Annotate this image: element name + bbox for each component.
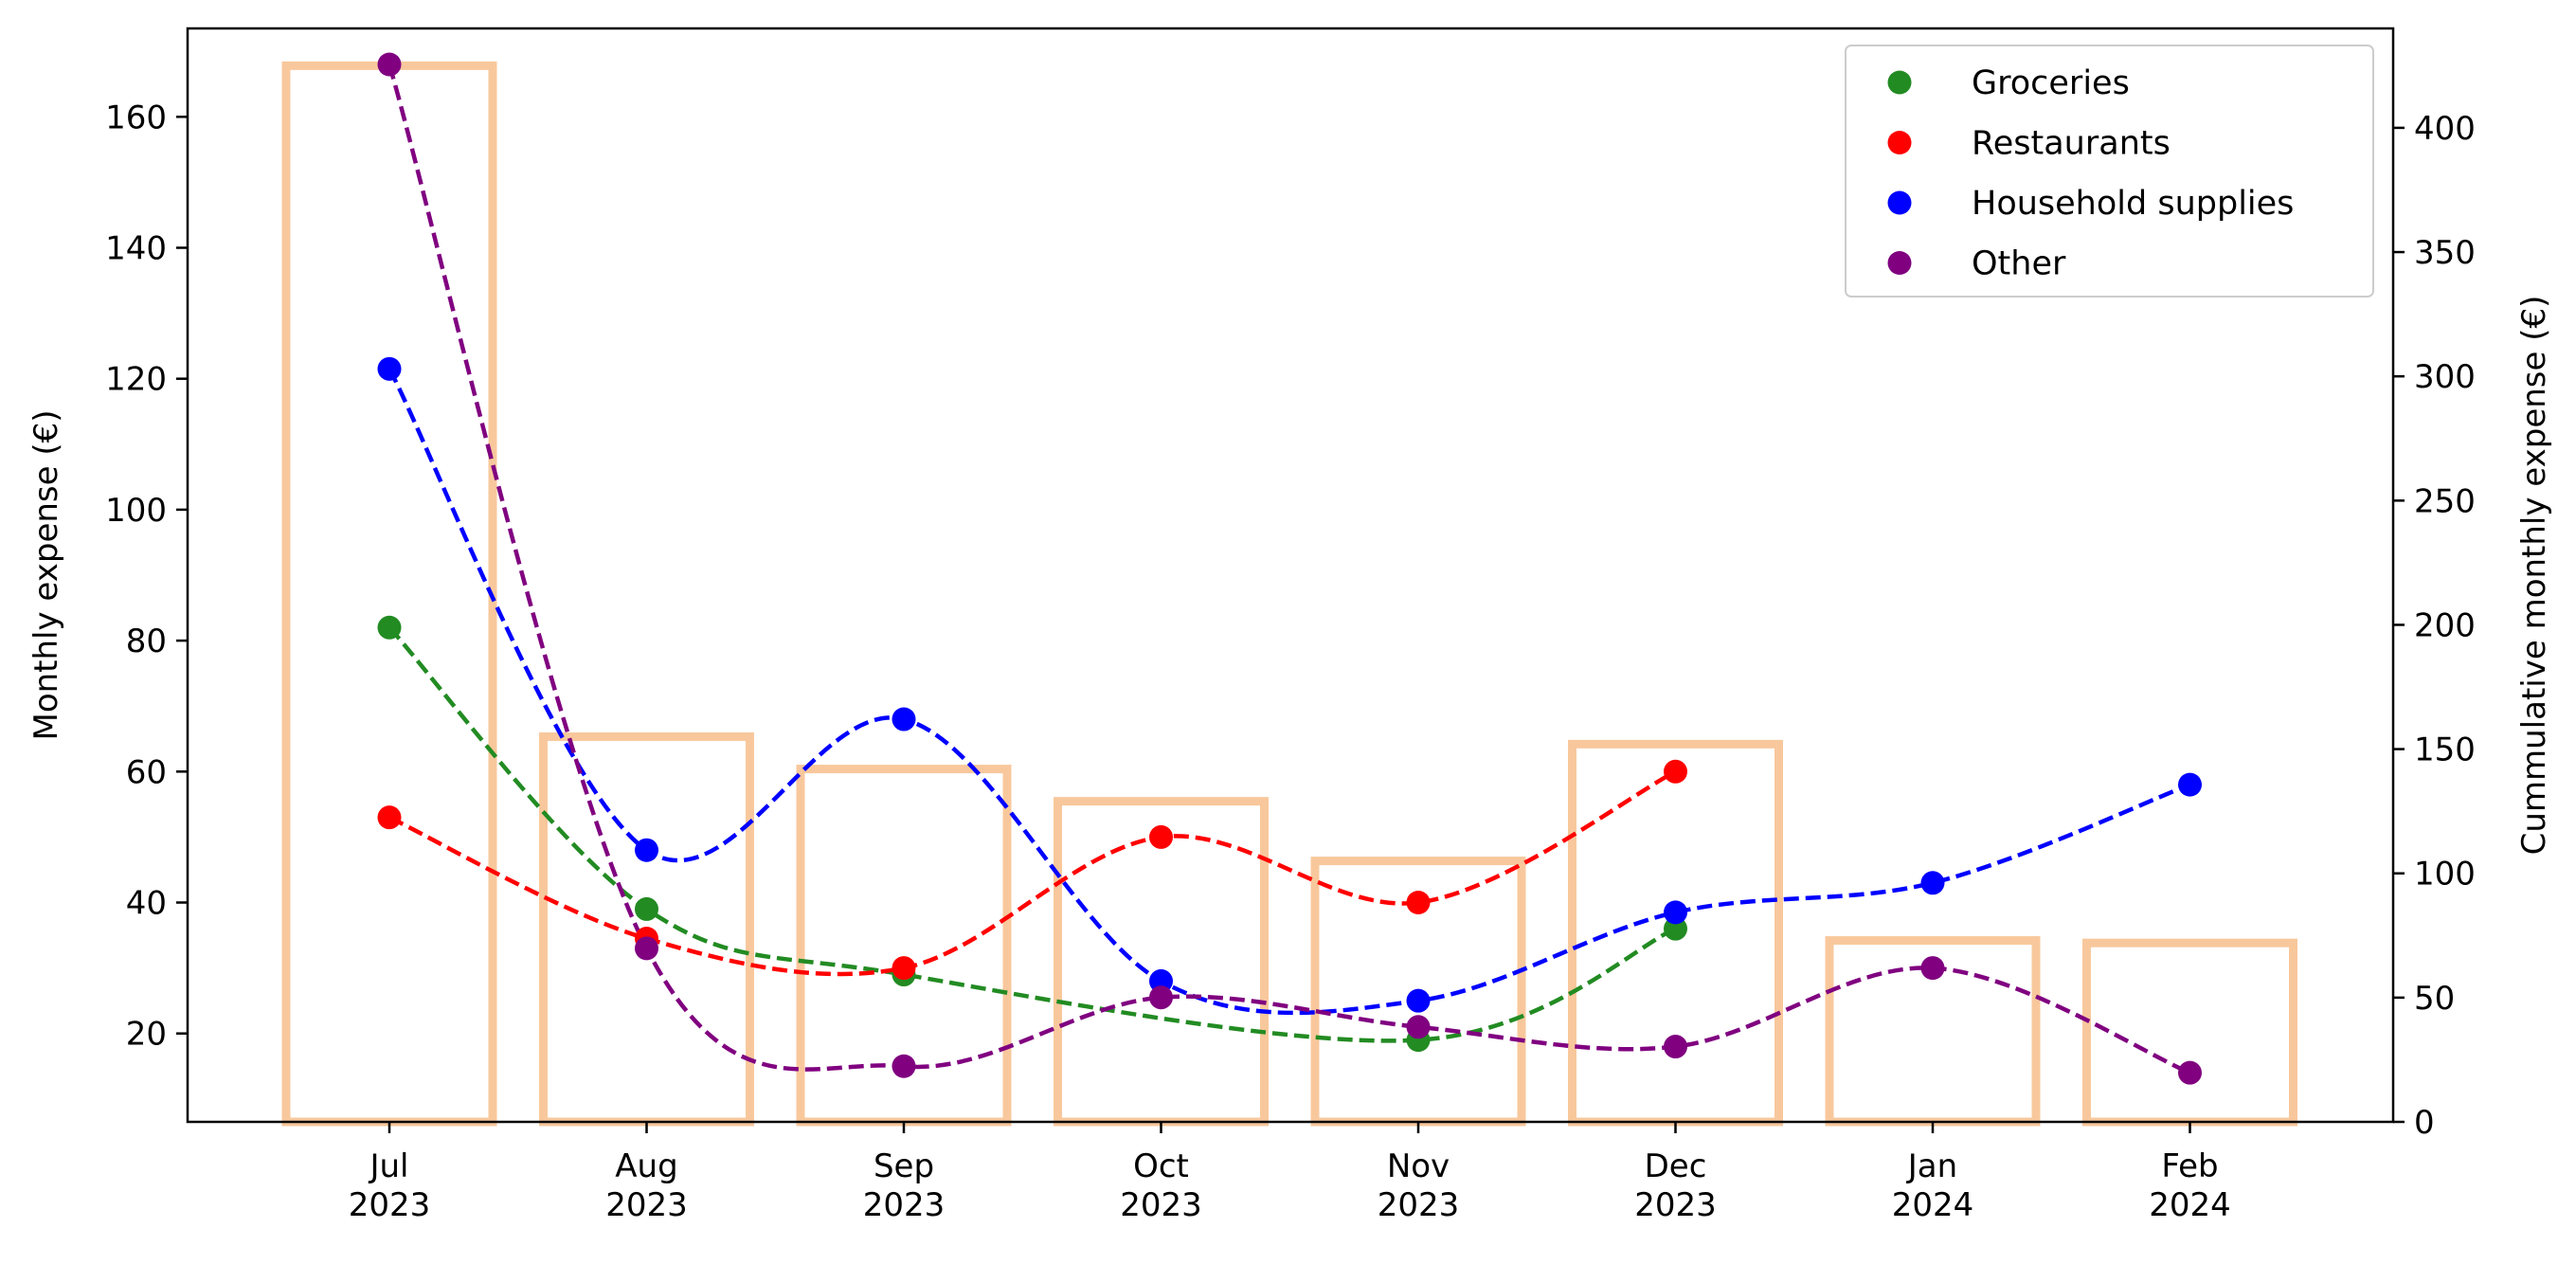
legend-label: Other [1972,245,2066,283]
left-y-axis-label: Monthly expense (€) [27,409,65,740]
legend: Groceries Restaurants Household supplies Ot… [1845,45,2374,298]
right-y-tick-label: 300 [2414,358,2476,396]
series-point [377,52,402,77]
left-y-tick-label: 140 [105,229,167,267]
left-y-tick-label: 160 [105,99,167,136]
series-points [377,52,2202,1085]
legend-marker [1887,190,1912,215]
plot-frame [186,27,2395,1124]
series-point [1149,968,1173,993]
series-point [1406,891,1431,915]
series-point [892,956,916,981]
x-tick-label: Oct 2023 [1120,1147,1202,1224]
series-point [635,838,658,862]
x-tick-label: Aug 2023 [605,1147,688,1224]
right-y-tick-label: 250 [2414,482,2476,520]
series-point [892,1054,916,1078]
series-point [1664,916,1687,941]
x-tick-label: Jan 2024 [1892,1147,1974,1224]
series-point [377,805,402,830]
left-y-tick-label: 80 [126,623,167,660]
series-point [377,615,402,640]
right-y-tick-label: 150 [2414,731,2476,769]
left-y-tick-label: 100 [105,492,167,530]
legend-marker [1887,251,1912,275]
series-point [1664,900,1687,925]
x-tick-label: Feb 2024 [2149,1147,2231,1224]
left-y-tick-label: 60 [126,753,167,791]
legend-marker [1887,131,1912,154]
right-y-tick-label: 50 [2414,980,2455,1018]
series-point [1149,824,1173,849]
right-y-tick-label: 400 [2414,110,2476,148]
legend-label: Groceries [1972,64,2130,102]
right-y-tick-label: 200 [2414,606,2476,644]
series-point [1664,1035,1687,1059]
series-line [387,63,2191,1075]
series-point [1149,985,1173,1010]
right-y-tick-label: 350 [2414,234,2476,272]
left-y-tick-label: 20 [126,1016,167,1054]
series-point [1920,956,1945,981]
legend-marker [1887,70,1912,95]
series-point [1664,759,1687,784]
series-point [1406,988,1431,1013]
legend-label: Restaurants [1972,125,2171,163]
right-y-tick-label: 100 [2414,856,2476,894]
series-point [2178,772,2202,797]
series-point [2178,1060,2202,1085]
series-point [1406,1015,1431,1039]
right-y-tick-label: 0 [2414,1104,2435,1142]
series-line [387,368,2191,1016]
left-y-axis: 20 40 60 80 100 120 140 160 [105,99,188,1054]
series-point [635,896,658,921]
x-axis: Jul 2023 Aug 2023 Sep 2023 Oct 2023 Nov 2023 Dec 20… [349,1122,2231,1224]
x-tick-label: Sep 2023 [863,1147,946,1224]
series-point [1920,871,1945,895]
legend-label: Household supplies [1972,185,2294,223]
left-y-tick-label: 120 [105,361,167,399]
series-line [388,769,1677,977]
right-y-axis-label: Cummulative monthly expense (€) [2515,296,2553,856]
legend-box [1845,45,2374,298]
x-tick-label: Nov 2023 [1378,1147,1460,1224]
left-y-tick-label: 40 [126,885,167,923]
series-point [635,936,658,961]
series-point [377,356,402,381]
x-tick-label: Jul 2023 [349,1147,431,1224]
x-tick-label: Dec 2023 [1634,1147,1717,1224]
series-point [892,707,916,731]
right-y-axis: 0 50 100 150 200 250 300 350 400 [2393,110,2476,1142]
